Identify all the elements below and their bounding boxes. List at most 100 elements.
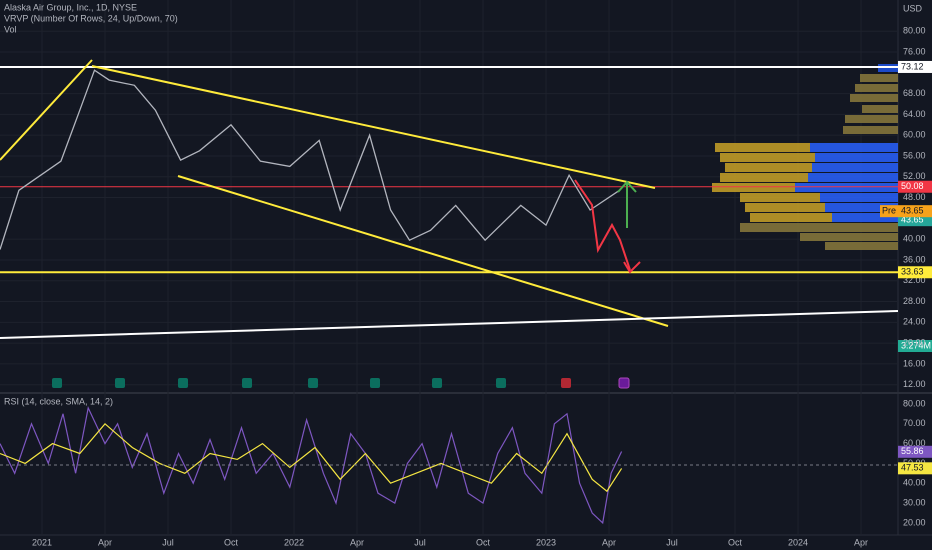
grid: [0, 0, 898, 535]
earnings-icon: [432, 378, 442, 388]
vp-bar: [800, 233, 898, 241]
price-tag: [898, 60, 932, 73]
y-tick-label: 80.00: [903, 398, 926, 408]
rsi-line: [0, 405, 623, 525]
vp-bar: [825, 242, 898, 250]
earnings-icon: [242, 378, 252, 388]
y-tick-label: 20.00: [903, 517, 926, 527]
price-tag: [898, 266, 932, 279]
price-tag-label: 43.65: [901, 215, 924, 225]
currency-label: USD: [903, 3, 923, 13]
volume-label: 3.274M: [901, 340, 931, 350]
x-tick-label: 2024: [788, 537, 808, 547]
target-arrow: [617, 180, 637, 228]
premarket-tag-label: Pre: [882, 206, 896, 216]
trend-line: [0, 310, 899, 339]
trend-line: [177, 175, 669, 327]
vp-bar: [745, 203, 898, 212]
earnings-icon: [496, 378, 506, 388]
y-tick-label: 32.00: [903, 275, 926, 285]
y-tick-label: 28.00: [903, 296, 926, 306]
vp-bar: [855, 84, 898, 92]
rsi-line: [0, 422, 623, 493]
x-tick-label: 2023: [536, 537, 556, 547]
y-tick-label: 68.00: [903, 88, 926, 98]
y-tick-label: 70.00: [903, 418, 926, 428]
price-tag-label: 47.53: [901, 463, 924, 473]
vp-bar: [808, 173, 898, 182]
chart-title: Alaska Air Group, Inc., 1D, NYSE: [4, 2, 137, 12]
y-tick-label: 48.00: [903, 192, 926, 202]
x-tick-label: Oct: [224, 537, 239, 547]
levels: [0, 65, 898, 274]
y-tick-label: 76.00: [903, 46, 926, 56]
price-tag: [898, 462, 932, 475]
y-tick-label: 60.00: [903, 438, 926, 448]
indicator-label: Vol: [4, 24, 17, 34]
price-tag-label: 33.63: [901, 267, 924, 277]
y-tick-label: 60.00: [903, 130, 926, 140]
vp-bar: [832, 213, 898, 222]
x-tick-label: Apr: [854, 537, 868, 547]
x-tick-label: Apr: [98, 537, 112, 547]
y-tick-label: 24.00: [903, 317, 926, 327]
y-tick-label: 20.00: [903, 338, 926, 348]
vp-bar: [825, 203, 898, 212]
x-tick-label: Oct: [476, 537, 491, 547]
y-tick-label: 16.00: [903, 358, 926, 368]
vp-bar: [725, 163, 898, 172]
y-tick-label: 56.00: [903, 150, 926, 160]
earnings-icon: [561, 378, 571, 388]
earnings-icon: [308, 378, 318, 388]
earnings-icon: [52, 378, 62, 388]
vp-bar: [860, 74, 898, 82]
y-tick-label: 52.00: [903, 171, 926, 181]
vp-bar: [750, 213, 898, 222]
earnings-markers: [52, 377, 630, 389]
x-tick-label: Jul: [666, 537, 678, 547]
trend-line: [0, 59, 93, 161]
x-tick-label: 2022: [284, 537, 304, 547]
vp-bar: [845, 115, 898, 123]
price-tag-label: 50.08: [901, 181, 924, 191]
vp-bar: [812, 163, 898, 172]
vp-bar: [810, 143, 898, 152]
vp-bar: [862, 105, 898, 113]
vp-bar: [815, 153, 898, 162]
y-tick-label: 64.00: [903, 109, 926, 119]
vp-bar: [843, 126, 898, 134]
earnings-icon: [618, 377, 630, 389]
earnings-icon: [370, 378, 380, 388]
y-tick-label: 40.00: [903, 234, 926, 244]
vp-bar: [740, 193, 898, 202]
volume-tag: [898, 340, 932, 352]
earnings-icon: [178, 378, 188, 388]
earnings-icon: [115, 378, 125, 388]
price-tag-label: 55.86: [901, 446, 924, 456]
y-tick-label: 12.00: [903, 379, 926, 389]
price-tag-label: 73.12: [901, 61, 924, 71]
vp-bar: [720, 153, 898, 162]
price-line: [0, 69, 620, 250]
rsi-title: RSI (14, close, SMA, 14, 2): [4, 396, 113, 406]
drawings: [0, 59, 899, 339]
vp-bar: [715, 143, 898, 152]
arrow-head: [623, 261, 641, 274]
volume-profile: [712, 64, 898, 250]
vp-bar: [740, 223, 898, 232]
vp-bar: [850, 94, 898, 102]
x-tick-label: Jul: [414, 537, 426, 547]
price-tag: [898, 180, 932, 193]
y-tick-label: 36.00: [903, 254, 926, 264]
x-tick-label: Jul: [162, 537, 174, 547]
trend-line: [91, 65, 656, 189]
vp-bar: [878, 64, 898, 72]
vp-bar: [795, 183, 898, 192]
vp-bar: [820, 193, 898, 202]
premarket-tag: [880, 205, 898, 218]
premarket-price-tag: [898, 205, 932, 218]
premarket-price-label: 43.65: [901, 206, 924, 216]
